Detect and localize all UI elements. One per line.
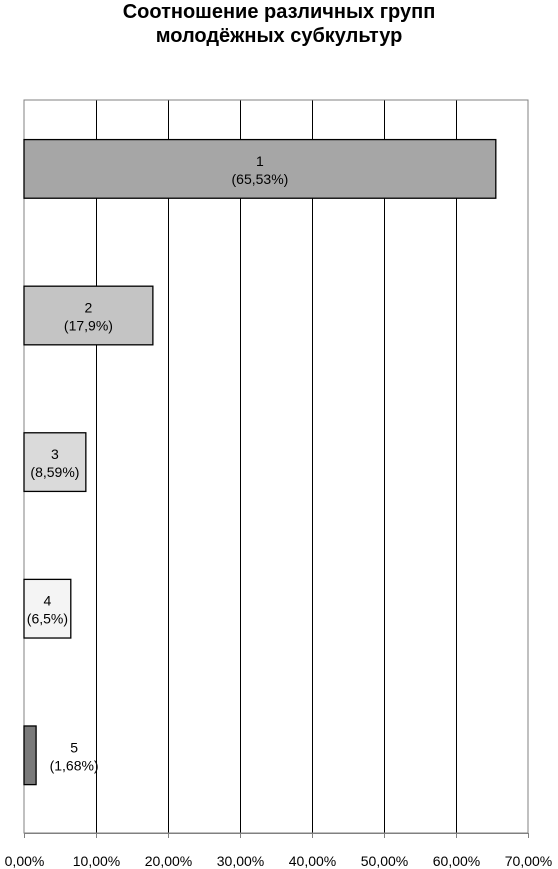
x-tick-label-0: 0,00% xyxy=(5,853,45,869)
bar-4 xyxy=(23,578,72,639)
bar-category-label-3: 3 xyxy=(51,446,59,462)
x-tick-label-3: 30,00% xyxy=(217,853,264,869)
x-tick-label-5: 50,00% xyxy=(361,853,408,869)
bar-value-label-2: (17,9%) xyxy=(64,318,113,334)
bar-5 xyxy=(23,725,37,786)
bar-2 xyxy=(23,285,154,346)
bar-category-label-4: 4 xyxy=(44,593,52,609)
bar-category-label-1: 1 xyxy=(256,153,264,169)
plot-area-frame xyxy=(23,99,529,834)
x-tick-label-4: 40,00% xyxy=(289,853,336,869)
bars: 1 (65,53%) 2 (17,9%) 3 (8,59%) 4 (6,5%) 5 (1,68%) xyxy=(23,138,497,786)
bar-category-label-5: 5 xyxy=(70,739,78,755)
bar-1 xyxy=(23,138,497,199)
x-tick-label-6: 60,00% xyxy=(433,853,480,869)
x-axis: 0,00% 10,00% 20,00% 30,00% 40,00% 50,00% 60,00… xyxy=(5,833,552,869)
chart-title-line-1: Соотношение различных групп xyxy=(122,1,436,23)
chart-title: Соотношение различных групп молодёжных с… xyxy=(0,0,558,48)
bar-value-label-4: (6,5%) xyxy=(27,611,68,627)
gridlines xyxy=(96,100,457,833)
x-tick-label-1: 10,00% xyxy=(73,853,120,869)
bar-value-label-1: (65,53%) xyxy=(232,171,289,187)
bar-value-label-5: (1,68%) xyxy=(50,757,99,773)
bar-category-label-2: 2 xyxy=(85,300,93,316)
x-tick-label-7: 70,00% xyxy=(505,853,552,869)
bar-3 xyxy=(23,432,87,493)
chart-title-line-2: молодёжных субкультур xyxy=(155,25,403,47)
bar-value-label-3: (8,59%) xyxy=(30,464,79,480)
x-tick-label-2: 20,00% xyxy=(145,853,192,869)
